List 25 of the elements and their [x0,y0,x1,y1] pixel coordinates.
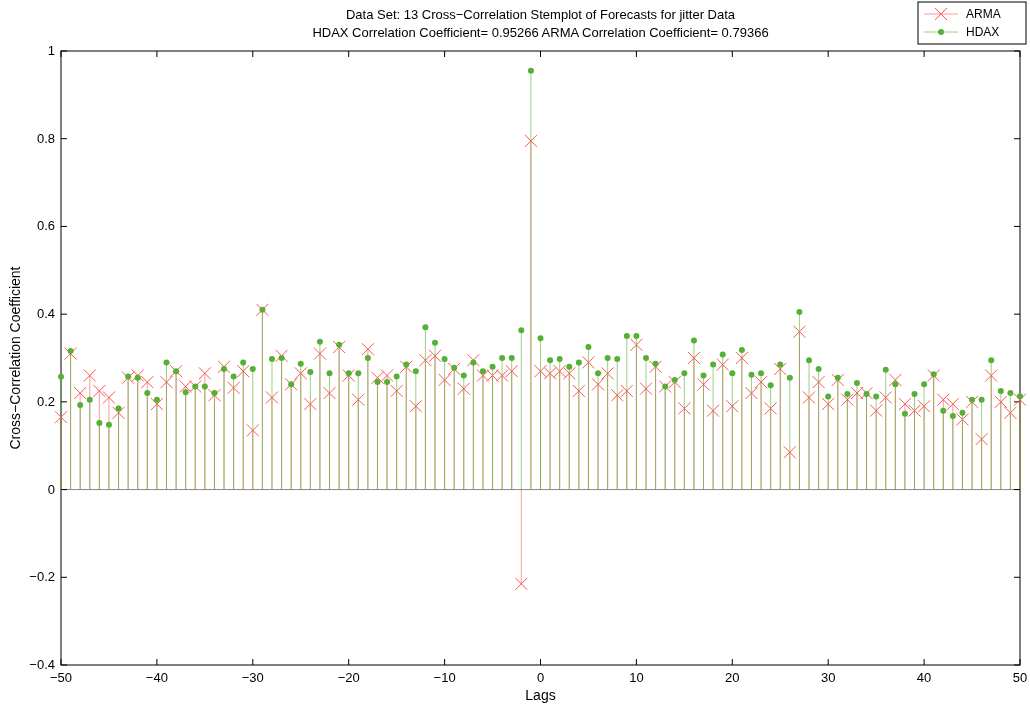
y-tick-label: 0 [47,481,55,497]
y-tick-label: 0.8 [36,130,55,146]
x-tick-label: −30 [241,670,264,685]
x-tick-label: 50 [1012,670,1028,685]
x-tick-label: 20 [725,670,740,685]
x-tick-label: 0 [536,670,545,685]
x-axis-title: Lags [525,687,556,703]
y-axis-title: Cross−Correlation Coefficient [7,266,23,450]
x-tick-label: 10 [629,670,644,685]
x-tick-label: −20 [337,670,360,685]
chart-title: Data Set: 13 Cross−Correlation Stemplot of Forecasts for jitter Data [345,7,736,22]
chart-subtitle: HDAX Correlation Coefficient= 0.95266 ARMA Correlation Coefficient= 0.79366 [312,25,769,40]
x-tick-label: 40 [916,670,932,685]
y-tick-label: 0.2 [36,393,55,409]
y-tick-label: −0.2 [29,569,55,585]
x-tick-label: −10 [433,670,456,685]
y-tick-label: −0.4 [29,657,55,672]
y-tick-label: 0.6 [36,218,55,234]
y-tick-label: 0.4 [36,306,55,322]
x-tick-label: 30 [820,670,836,685]
y-tick-label: 1 [47,43,55,58]
x-tick-label: −50 [49,670,73,685]
x-tick-label: −40 [145,670,168,685]
legend-label: ARMA [966,7,1001,21]
legend-label: HDAX [966,25,1000,39]
